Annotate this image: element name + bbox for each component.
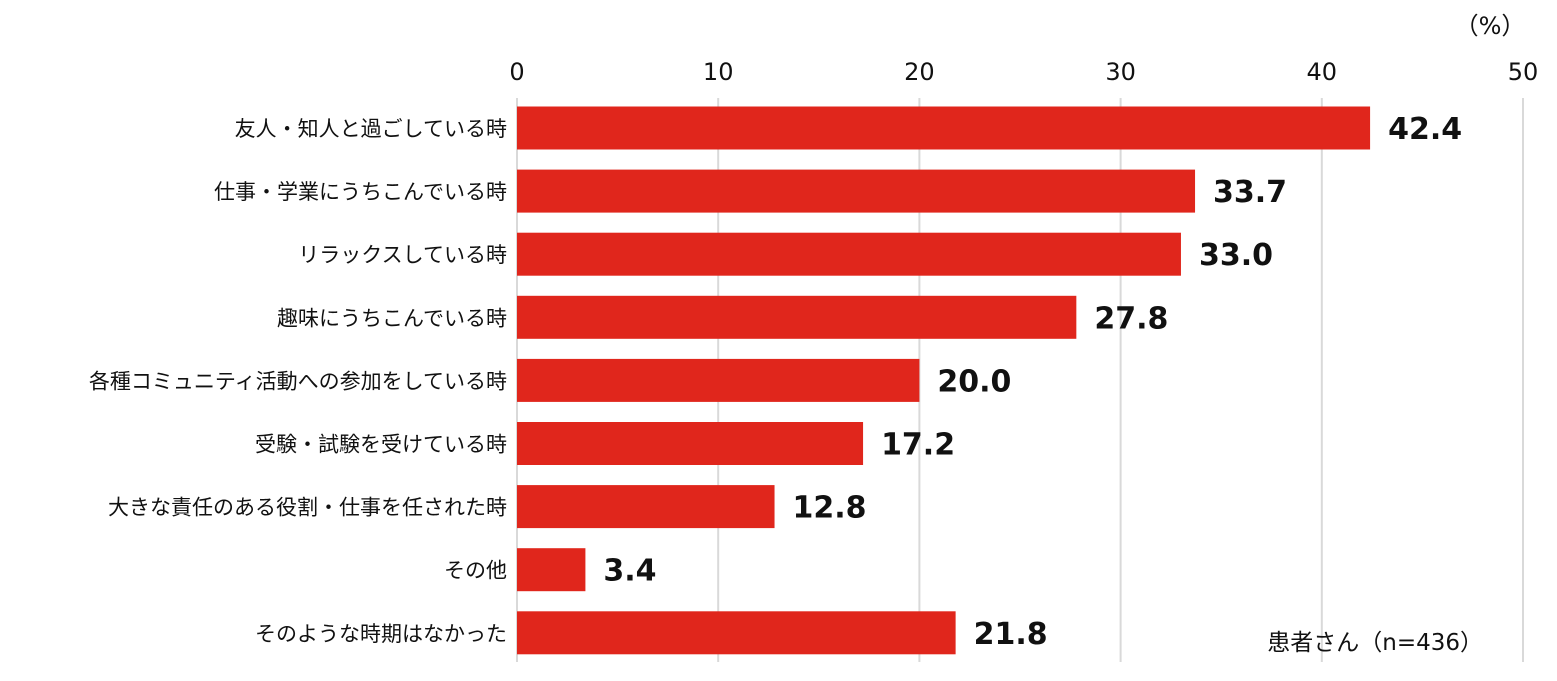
bar xyxy=(517,422,864,465)
bar xyxy=(517,169,1196,213)
x-tick-label: 30 xyxy=(1105,58,1136,86)
value-label: 12.8 xyxy=(793,491,867,526)
x-tick-label: 0 xyxy=(509,58,524,86)
sample-size-note: 患者さん（n=436） xyxy=(1267,630,1483,656)
value-labels: 42.4 33.7 33.0 27.8 20.0 17.2 12.8 3.4 21.8 xyxy=(603,112,1462,652)
category-label: 大きな責任のある役割・仕事を任された時 xyxy=(108,496,507,520)
x-tick-label: 50 xyxy=(1508,58,1539,86)
bars xyxy=(517,106,1371,655)
bar xyxy=(517,358,920,402)
x-tick-label: 20 xyxy=(904,58,935,86)
category-label: 友人・知人と過ごしている時 xyxy=(235,117,507,141)
value-label: 27.8 xyxy=(1094,301,1168,336)
bar xyxy=(517,106,1371,150)
category-label: そのような時期はなかった xyxy=(255,622,507,646)
category-label: 仕事・学業にうちこんでいる時 xyxy=(214,180,507,204)
x-axis: 0 10 20 30 40 50 xyxy=(509,58,1538,86)
value-label: 33.0 xyxy=(1199,238,1273,273)
bar xyxy=(517,295,1077,339)
bar xyxy=(517,611,956,655)
x-tick-label: 10 xyxy=(703,58,734,86)
value-label: 20.0 xyxy=(937,364,1011,399)
value-label: 21.8 xyxy=(974,617,1048,652)
category-label: その他 xyxy=(444,559,507,583)
bar xyxy=(517,485,775,529)
bar xyxy=(517,232,1181,276)
category-label: 各種コミュニティ活動への参加をしている時 xyxy=(89,369,507,393)
value-label: 33.7 xyxy=(1213,175,1287,210)
category-labels: 友人・知人と過ごしている時仕事・学業にうちこんでいる時リラックスしている時趣味に… xyxy=(89,117,507,646)
category-label: 趣味にうちこんでいる時 xyxy=(277,306,507,330)
x-tick-label: 40 xyxy=(1307,58,1338,86)
category-label: リラックスしている時 xyxy=(298,243,507,267)
bar xyxy=(517,548,586,592)
value-label: 17.2 xyxy=(881,428,955,463)
value-label: 3.4 xyxy=(603,554,656,589)
unit-label: （%） xyxy=(1455,12,1526,40)
value-label: 42.4 xyxy=(1388,112,1462,147)
category-label: 受験・試験を受けている時 xyxy=(255,433,507,457)
